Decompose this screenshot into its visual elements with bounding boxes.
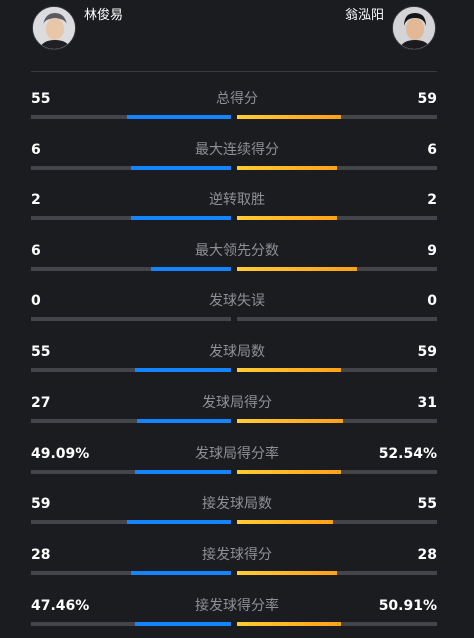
left-value: 6: [31, 142, 41, 158]
header-divider: [31, 71, 437, 72]
left-value: 55: [31, 91, 51, 107]
stat-row: 55 总得分 59: [0, 90, 474, 130]
left-value: 28: [31, 547, 51, 563]
right-value: 50.91%: [378, 598, 437, 614]
left-bar-fill: [127, 520, 231, 524]
right-value: 59: [417, 91, 437, 107]
right-bar-fill: [237, 520, 333, 524]
left-bar-fill: [151, 267, 231, 271]
left-bar-track: [31, 520, 231, 524]
right-bar-track: [237, 368, 437, 372]
right-bar-track: [237, 216, 437, 220]
stat-row: 55 发球局数 59: [0, 343, 474, 383]
right-bar-track: [237, 267, 437, 271]
stat-label: 最大领先分数: [195, 243, 279, 259]
left-value: 0: [31, 293, 41, 309]
right-player-photo: [393, 7, 435, 49]
right-bar-fill: [237, 267, 357, 271]
right-value: 2: [427, 192, 437, 208]
left-bar-track: [31, 115, 231, 119]
right-value: 28: [417, 547, 437, 563]
left-value: 59: [31, 496, 51, 512]
left-bar-track: [31, 267, 231, 271]
left-bar-track: [31, 216, 231, 220]
stat-label: 发球局得分: [202, 395, 272, 411]
left-bar-fill: [135, 470, 231, 474]
left-bar-track: [31, 470, 231, 474]
right-bar-fill: [237, 216, 337, 220]
left-value: 6: [31, 243, 41, 259]
stat-row: 6 最大连续得分 6: [0, 141, 474, 181]
stat-label: 接发球得分率: [195, 598, 279, 614]
stat-label: 发球失误: [209, 293, 265, 309]
right-bar-fill: [237, 419, 343, 423]
left-player-photo: [33, 7, 75, 49]
right-value: 6: [427, 142, 437, 158]
stat-row: 0 发球失误 0: [0, 292, 474, 332]
stat-row: 27 发球局得分 31: [0, 394, 474, 434]
left-value: 49.09%: [31, 446, 90, 462]
right-bar-track: [237, 571, 437, 575]
stat-row: 47.46% 接发球得分率 50.91%: [0, 597, 474, 637]
left-bar-fill: [131, 166, 231, 170]
stat-row: 49.09% 发球局得分率 52.54%: [0, 445, 474, 485]
left-bar-track: [31, 622, 231, 626]
right-bar-fill: [237, 115, 341, 119]
right-bar-fill: [237, 622, 341, 626]
left-bar-track: [31, 317, 231, 321]
right-value: 9: [427, 243, 437, 259]
match-header: 林俊易 翁泓阳: [0, 0, 474, 60]
left-player-name[interactable]: 林俊易: [84, 8, 124, 23]
left-value: 47.46%: [31, 598, 90, 614]
right-player-avatar[interactable]: [392, 6, 436, 50]
right-bar-track: [237, 419, 437, 423]
right-bar-fill: [237, 571, 337, 575]
left-bar-track: [31, 166, 231, 170]
left-value: 27: [31, 395, 51, 411]
stat-label: 发球局数: [209, 344, 265, 360]
right-bar-track: [237, 317, 437, 321]
stat-label: 总得分: [216, 91, 258, 107]
left-bar-fill: [131, 571, 231, 575]
stat-label: 接发球得分: [202, 547, 272, 563]
left-player-avatar[interactable]: [32, 6, 76, 50]
right-value: 52.54%: [378, 446, 437, 462]
left-bar-fill: [135, 622, 231, 626]
right-bar-fill: [237, 470, 341, 474]
stat-row: 59 接发球局数 55: [0, 495, 474, 535]
right-bar-track: [237, 166, 437, 170]
left-bar-fill: [137, 419, 231, 423]
right-bar-fill: [237, 368, 341, 372]
left-value: 55: [31, 344, 51, 360]
left-bar-track: [31, 368, 231, 372]
stat-row: 28 接发球得分 28: [0, 546, 474, 586]
left-bar-fill: [127, 115, 231, 119]
right-value: 31: [417, 395, 437, 411]
left-bar-fill: [135, 368, 231, 372]
left-bar-track: [31, 571, 231, 575]
stat-label: 发球局得分率: [195, 446, 279, 462]
stat-label: 逆转取胜: [209, 192, 265, 208]
stat-row: 6 最大领先分数 9: [0, 242, 474, 282]
stat-label: 最大连续得分: [195, 142, 279, 158]
right-bar-track: [237, 115, 437, 119]
right-value: 0: [427, 293, 437, 309]
left-bar-fill: [131, 216, 231, 220]
left-value: 2: [31, 192, 41, 208]
right-player-name[interactable]: 翁泓阳: [344, 8, 384, 23]
right-bar-track: [237, 622, 437, 626]
right-bar-track: [237, 470, 437, 474]
right-bar-track: [237, 520, 437, 524]
stat-row: 2 逆转取胜 2: [0, 191, 474, 231]
right-value: 55: [417, 496, 437, 512]
left-bar-track: [31, 419, 231, 423]
stat-label: 接发球局数: [202, 496, 272, 512]
right-bar-fill: [237, 166, 337, 170]
right-value: 59: [417, 344, 437, 360]
